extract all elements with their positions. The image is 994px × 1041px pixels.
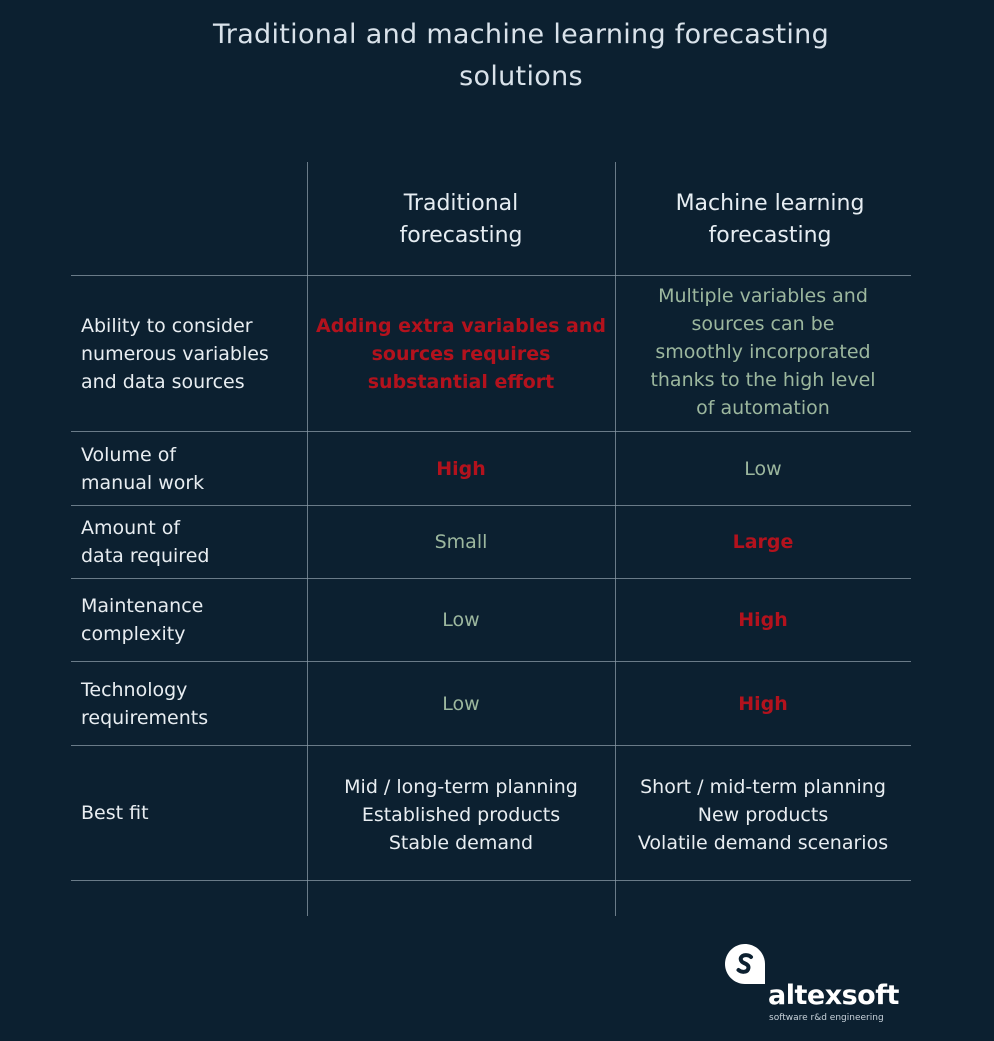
row-divider: [71, 661, 911, 662]
cell-line: Low: [442, 609, 480, 631]
altexsoft-logo: altexsoft software r&d engineering: [720, 940, 900, 1030]
cell-line: Stable demand: [388, 832, 534, 854]
cell-line: Mid / long-term planning: [344, 776, 578, 798]
row-label-line: requirements: [81, 706, 209, 729]
page-title: Traditional and machine learning forecas…: [0, 14, 994, 98]
column-header-ml-line-1: Machine learning: [675, 191, 865, 216]
row-divider: [71, 505, 911, 506]
cell-traditional-technology: Low: [310, 662, 612, 745]
cell-ml-best-fit: Short / mid-term planning New products V…: [612, 746, 914, 884]
cell-traditional-data-required: Small: [310, 506, 612, 578]
column-header-traditional-line-2: forecasting: [399, 223, 523, 248]
cell-traditional-manual-work: High: [310, 432, 612, 505]
row-label-line: Amount of: [81, 517, 181, 539]
row-label-line: Ability to consider: [81, 314, 253, 337]
column-header-ml-line-2: forecasting: [708, 223, 832, 248]
row-label-line: Maintenance: [81, 595, 204, 617]
logo-tagline: software r&d engineering: [769, 1013, 884, 1023]
cell-line: of automation: [696, 397, 830, 419]
column-header-traditional: Traditional forecasting: [316, 188, 606, 252]
cell-line: High: [738, 692, 788, 715]
row-divider: [71, 578, 911, 579]
row-label-line: data required: [81, 545, 210, 567]
cell-line: Volatile demand scenarios: [637, 832, 889, 854]
cell-line: sources can be: [691, 313, 835, 335]
cell-line: Large: [732, 531, 794, 553]
cell-line: thanks to the high level: [650, 369, 876, 391]
cell-line: Low: [744, 457, 782, 480]
column-header-traditional-line-1: Traditional: [403, 191, 519, 216]
cell-traditional-maintenance: Low: [310, 579, 612, 661]
altexsoft-logo-icon: [725, 944, 765, 984]
row-label-technology: Technology requirements: [81, 662, 301, 745]
page-title-line-2: solutions: [459, 61, 583, 92]
cell-line: Established products: [361, 804, 561, 826]
row-label-best-fit: Best fit: [81, 746, 301, 880]
row-divider: [71, 431, 911, 432]
row-label-variables: Ability to consider numerous variables a…: [81, 276, 301, 431]
cell-ml-maintenance: High: [612, 579, 914, 661]
row-label-line: Technology: [81, 678, 188, 701]
row-label-line: and data sources: [81, 370, 245, 393]
column-divider-right: [615, 162, 616, 916]
cell-line: smoothly incorporated: [655, 341, 871, 363]
column-divider-left: [307, 162, 308, 916]
cell-line: substantial effort: [367, 370, 555, 393]
cell-line: Short / mid-term planning: [640, 776, 886, 798]
row-label-line: Best fit: [81, 802, 149, 824]
page-title-line-1: Traditional and machine learning forecas…: [212, 19, 830, 50]
cell-ml-data-required: Large: [612, 506, 914, 578]
row-label-maintenance: Maintenance complexity: [81, 579, 301, 661]
cell-line: Adding extra variables and: [316, 314, 606, 337]
cell-traditional-variables: Adding extra variables and sources requi…: [310, 276, 612, 431]
cell-ml-variables: Multiple variables and sources can be sm…: [612, 276, 914, 428]
cell-line: sources requires: [371, 342, 551, 365]
cell-line: New products: [697, 804, 829, 826]
row-divider: [71, 275, 911, 276]
row-label-data-required: Amount of data required: [81, 506, 301, 578]
cell-line: Small: [434, 531, 488, 553]
cell-line: High: [436, 457, 486, 480]
cell-traditional-best-fit: Mid / long-term planning Established pro…: [310, 746, 612, 884]
row-divider: [71, 745, 911, 746]
cell-line: High: [738, 609, 788, 631]
row-divider: [71, 880, 911, 881]
row-label-manual-work: Volume of manual work: [81, 432, 301, 505]
row-label-line: Volume of: [81, 443, 177, 466]
cell-ml-technology: High: [612, 662, 914, 745]
row-label-line: manual work: [81, 471, 205, 494]
cell-line: Low: [442, 692, 480, 715]
column-header-ml: Machine learning forecasting: [625, 188, 915, 252]
row-label-line: numerous variables: [81, 342, 269, 365]
cell-line: Multiple variables and: [658, 285, 868, 307]
logo-wordmark: altexsoft: [768, 980, 899, 1011]
row-label-line: complexity: [81, 623, 186, 645]
cell-ml-manual-work: Low: [612, 432, 914, 505]
